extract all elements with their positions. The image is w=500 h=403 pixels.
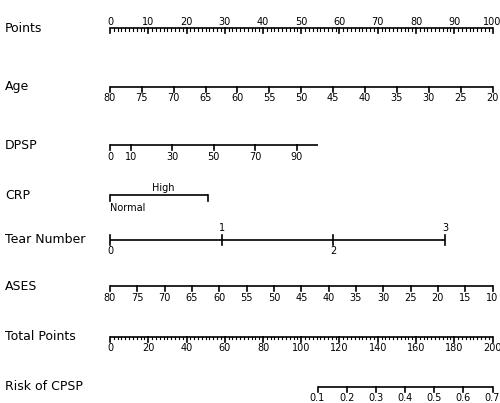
Text: 40: 40 — [359, 93, 371, 103]
Text: Risk of CPSP: Risk of CPSP — [5, 380, 83, 393]
Text: 35: 35 — [390, 93, 403, 103]
Text: 0.3: 0.3 — [368, 393, 384, 403]
Text: 0: 0 — [107, 246, 113, 256]
Text: 1: 1 — [218, 223, 224, 233]
Text: 80: 80 — [410, 17, 422, 27]
Text: 75: 75 — [131, 293, 143, 303]
Text: 140: 140 — [368, 343, 387, 353]
Text: 0: 0 — [107, 17, 113, 27]
Text: 70: 70 — [249, 152, 262, 162]
Text: 30: 30 — [377, 293, 390, 303]
Text: 10: 10 — [486, 293, 498, 303]
Text: 35: 35 — [350, 293, 362, 303]
Text: 0.4: 0.4 — [398, 393, 412, 403]
Text: 60: 60 — [232, 93, 243, 103]
Text: 200: 200 — [483, 343, 500, 353]
Text: 50: 50 — [268, 293, 280, 303]
Text: 25: 25 — [404, 293, 417, 303]
Text: 80: 80 — [104, 293, 116, 303]
Text: DPSP: DPSP — [5, 139, 38, 152]
Text: 75: 75 — [136, 93, 148, 103]
Text: 80: 80 — [257, 343, 269, 353]
Text: 80: 80 — [104, 93, 116, 103]
Text: 90: 90 — [290, 152, 303, 162]
Text: CRP: CRP — [5, 189, 30, 202]
Text: Normal: Normal — [110, 203, 146, 213]
Text: Points: Points — [5, 22, 43, 35]
Text: Tear Number: Tear Number — [5, 233, 86, 246]
Text: 20: 20 — [486, 93, 498, 103]
Text: 60: 60 — [334, 17, 345, 27]
Text: 10: 10 — [124, 152, 137, 162]
Text: 120: 120 — [330, 343, 348, 353]
Text: 45: 45 — [295, 293, 308, 303]
Text: Total Points: Total Points — [5, 330, 76, 343]
Text: 60: 60 — [213, 293, 226, 303]
Text: 55: 55 — [240, 293, 253, 303]
Text: 70: 70 — [158, 293, 171, 303]
Text: 60: 60 — [218, 343, 231, 353]
Text: 50: 50 — [295, 17, 308, 27]
Text: 70: 70 — [168, 93, 180, 103]
Text: 0.7: 0.7 — [485, 393, 500, 403]
Text: 25: 25 — [454, 93, 467, 103]
Text: Age: Age — [5, 80, 29, 93]
Text: 20: 20 — [180, 17, 192, 27]
Text: 0: 0 — [107, 343, 113, 353]
Text: 180: 180 — [445, 343, 464, 353]
Text: 40: 40 — [257, 17, 269, 27]
Text: 40: 40 — [322, 293, 334, 303]
Text: 65: 65 — [186, 293, 198, 303]
Text: High: High — [152, 183, 175, 193]
Text: 70: 70 — [372, 17, 384, 27]
Text: 15: 15 — [459, 293, 471, 303]
Text: ASES: ASES — [5, 280, 38, 293]
Text: 30: 30 — [218, 17, 231, 27]
Text: 30: 30 — [422, 93, 435, 103]
Text: 55: 55 — [263, 93, 276, 103]
Text: 30: 30 — [166, 152, 178, 162]
Text: 100: 100 — [484, 17, 500, 27]
Text: 0.1: 0.1 — [310, 393, 325, 403]
Text: 3: 3 — [442, 223, 448, 233]
Text: 160: 160 — [407, 343, 425, 353]
Text: 45: 45 — [327, 93, 340, 103]
Text: 50: 50 — [208, 152, 220, 162]
Text: 2: 2 — [330, 246, 336, 256]
Text: 65: 65 — [200, 93, 212, 103]
Text: 0.2: 0.2 — [339, 393, 354, 403]
Text: 10: 10 — [142, 17, 154, 27]
Text: 40: 40 — [180, 343, 192, 353]
Text: 0: 0 — [107, 152, 113, 162]
Text: 50: 50 — [295, 93, 308, 103]
Text: 90: 90 — [448, 17, 460, 27]
Text: 0.6: 0.6 — [456, 393, 471, 403]
Text: 0.5: 0.5 — [426, 393, 442, 403]
Text: 20: 20 — [142, 343, 154, 353]
Text: 100: 100 — [292, 343, 310, 353]
Text: 20: 20 — [432, 293, 444, 303]
